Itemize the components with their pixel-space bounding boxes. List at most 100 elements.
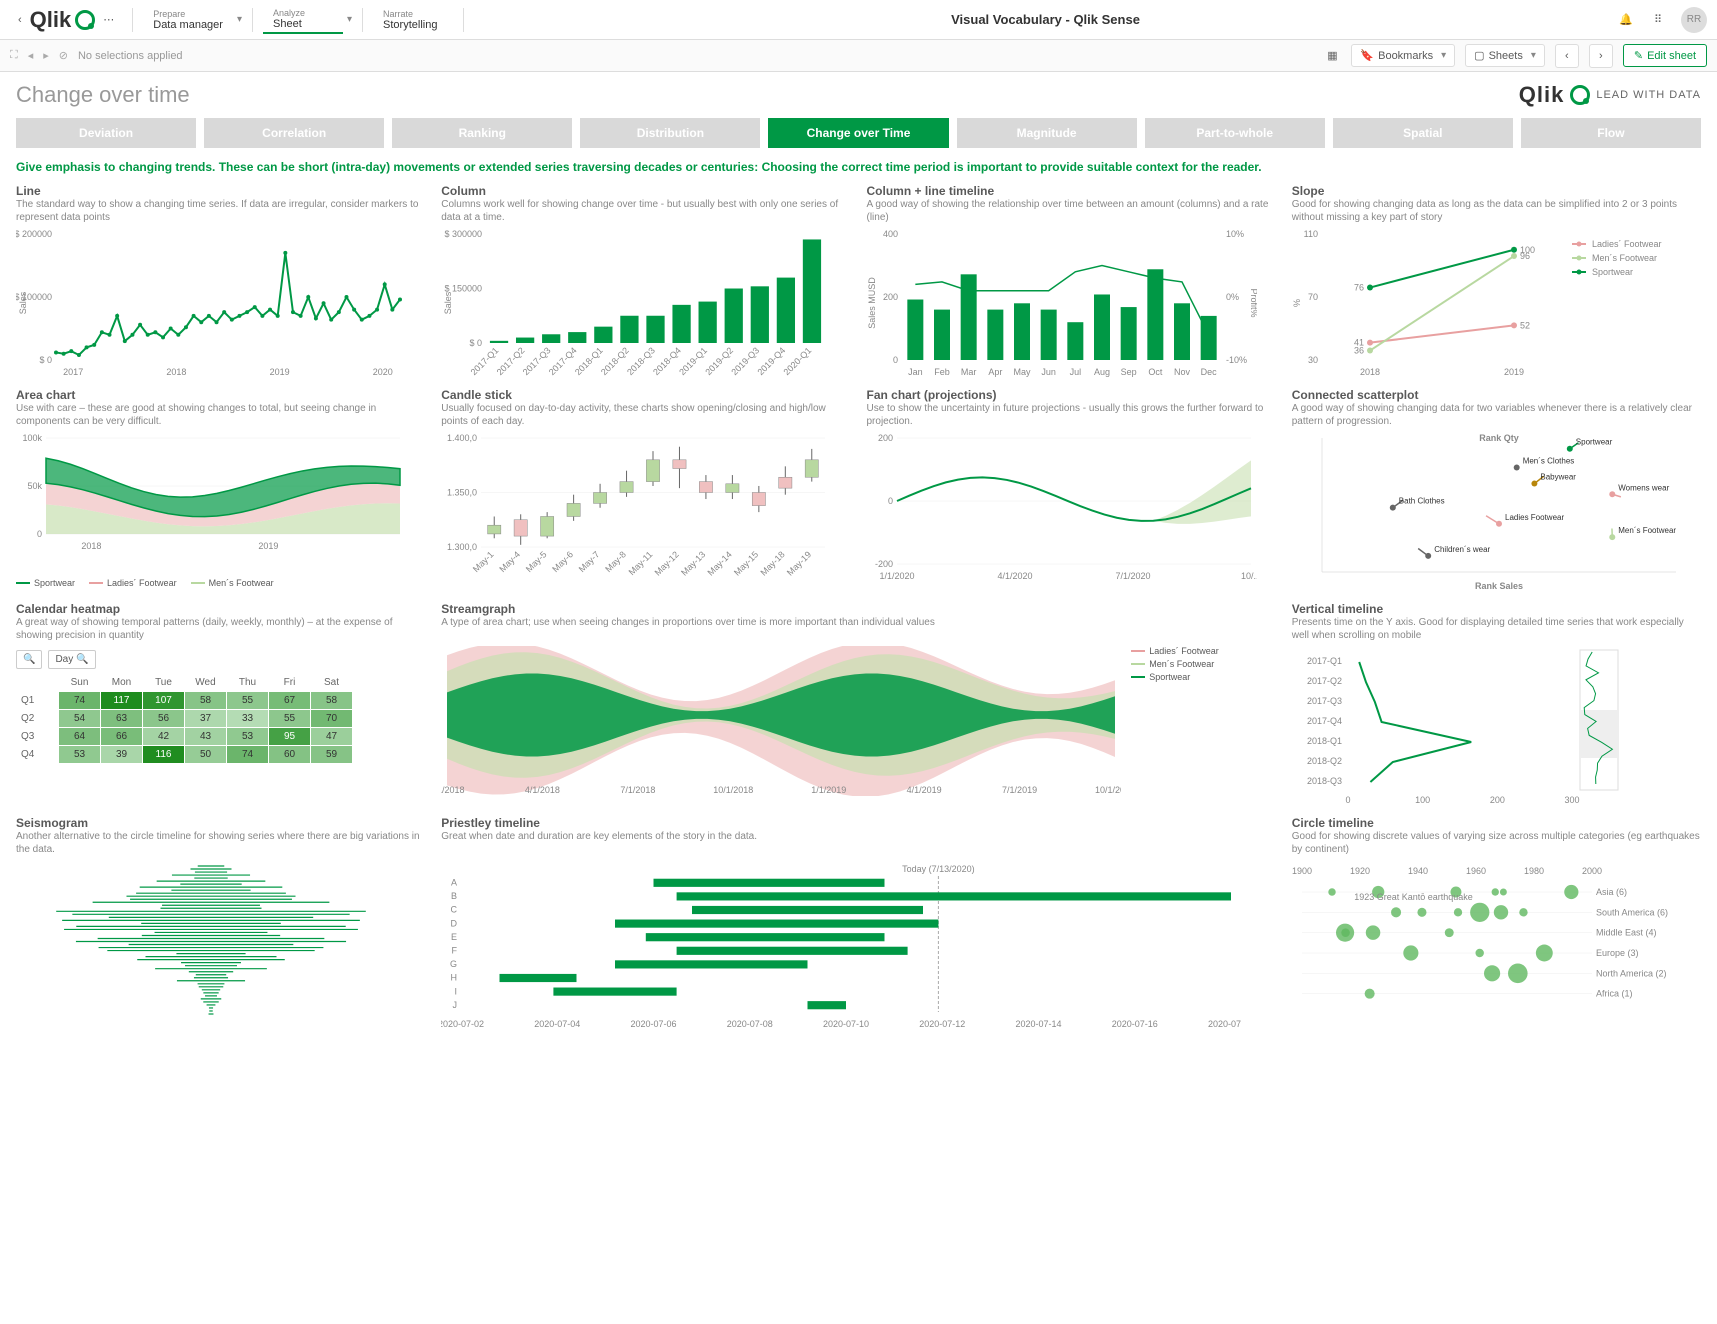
line-chart-cell: Line The standard way to show a changing…: [16, 184, 425, 378]
svg-text:0: 0: [887, 496, 892, 506]
clear-selections-icon[interactable]: ⊘: [59, 49, 68, 62]
svg-text:J: J: [453, 1000, 458, 1010]
fan-chart[interactable]: -20002001/1/20204/1/20207/1/202010/...: [867, 432, 1276, 592]
streamgraph-chart[interactable]: 1/1/20184/1/20187/1/201810/1/20181/1/201…: [441, 646, 1276, 806]
user-avatar[interactable]: RR: [1681, 7, 1707, 33]
prepare-nav[interactable]: Prepare Data manager: [143, 7, 233, 33]
svg-text:2020-Q1: 2020-Q1: [782, 345, 814, 377]
svg-text:Sep: Sep: [1120, 367, 1136, 377]
svg-text:400: 400: [882, 229, 897, 239]
sheets-button[interactable]: ▢Sheets▾: [1465, 44, 1545, 67]
svg-text:0: 0: [892, 355, 897, 365]
column-line-chart[interactable]: 0200400-10%0%10%Sales MUSDProfit%JanFebM…: [867, 228, 1276, 378]
chart-title: Vertical timeline: [1292, 602, 1701, 616]
insight-icon[interactable]: ▦: [1323, 47, 1341, 65]
svg-text:1/1/2019: 1/1/2019: [811, 785, 846, 795]
sheet-title: Change over time: [16, 82, 190, 108]
svg-text:Nov: Nov: [1173, 367, 1190, 377]
circle-timeline-chart[interactable]: 190019201940196019802000Asia (6)South Am…: [1292, 860, 1701, 1030]
tab-deviation[interactable]: Deviation: [16, 118, 196, 148]
vertical-timeline-chart[interactable]: 2017-Q12017-Q22017-Q32017-Q42018-Q12018-…: [1292, 646, 1701, 806]
area-chart-cell: Area chart Use with care – these are goo…: [16, 388, 425, 592]
edit-sheet-button[interactable]: ✎Edit sheet: [1623, 44, 1707, 67]
svg-text:Mar: Mar: [960, 367, 976, 377]
svg-text:Dec: Dec: [1200, 367, 1217, 377]
svg-text:May-4: May-4: [498, 549, 523, 574]
logo-q-icon: [1570, 85, 1590, 105]
tab-change-over-time[interactable]: Change over Time: [768, 118, 948, 148]
back-button[interactable]: ‹: [10, 10, 30, 30]
slope-chart[interactable]: 3070110%201820194152369676100Ladies´ Foo…: [1292, 228, 1701, 378]
app-menu-button[interactable]: ⋯: [95, 9, 122, 30]
svg-text:Oct: Oct: [1148, 367, 1163, 377]
chart-title: Line: [16, 184, 425, 198]
svg-text:10/1/2018: 10/1/2018: [714, 785, 754, 795]
tab-ranking[interactable]: Ranking: [392, 118, 572, 148]
chart-title: Circle timeline: [1292, 816, 1701, 830]
svg-text:Rank Qty: Rank Qty: [1479, 433, 1519, 443]
svg-text:7/1/2019: 7/1/2019: [1002, 785, 1037, 795]
svg-text:$ 200000: $ 200000: [16, 229, 52, 239]
svg-text:North America (2): North America (2): [1596, 968, 1667, 978]
prev-sheet-button[interactable]: ‹: [1555, 44, 1579, 68]
svg-text:10/...: 10/...: [1240, 571, 1256, 581]
chevron-down-icon[interactable]: ▾: [347, 14, 352, 25]
day-dropdown[interactable]: Day 🔍: [48, 650, 95, 669]
svg-text:Today (7/13/2020): Today (7/13/2020): [902, 864, 975, 874]
seismogram-chart[interactable]: [16, 860, 425, 1030]
svg-text:May-11: May-11: [627, 549, 655, 577]
tab-spatial[interactable]: Spatial: [1333, 118, 1513, 148]
area-chart[interactable]: 050k100k20182019: [16, 432, 425, 574]
selection-tool-icon[interactable]: ⛶: [10, 49, 18, 62]
heatmap-table[interactable]: SunMonTueWedThuFriSatQ17411710758556758Q…: [16, 673, 425, 764]
step-back-icon[interactable]: ◂: [28, 49, 34, 62]
candlestick-chart[interactable]: 1.300,01.350,01.400,0May-1May-4May-5May-…: [441, 432, 850, 592]
tab-part-to-whole[interactable]: Part-to-whole: [1145, 118, 1325, 148]
qlik-logo[interactable]: Qlik: [30, 7, 96, 33]
tab-flow[interactable]: Flow: [1521, 118, 1701, 148]
chart-title: Area chart: [16, 388, 425, 402]
svg-text:0: 0: [37, 529, 42, 539]
bell-icon[interactable]: 🔔: [1617, 11, 1635, 29]
connected-scatterplot[interactable]: Rank SalesRank QtySportwearMen´s Clothes…: [1292, 432, 1701, 592]
tab-correlation[interactable]: Correlation: [204, 118, 384, 148]
svg-text:2000: 2000: [1582, 866, 1602, 876]
search-button[interactable]: 🔍: [16, 650, 42, 669]
svg-text:1980: 1980: [1524, 866, 1544, 876]
lead-logo: Qlik LEAD WITH DATA: [1519, 82, 1701, 108]
column-chart[interactable]: $ 0$ 150000$ 300000Sales2017-Q12017-Q220…: [441, 228, 850, 378]
svg-text:100: 100: [1520, 245, 1535, 255]
svg-text:May-7: May-7: [577, 549, 602, 574]
chevron-down-icon[interactable]: ▾: [237, 14, 242, 25]
svg-text:2020-07-02: 2020-07-02: [441, 1019, 484, 1029]
chart-desc: The standard way to show a changing time…: [16, 198, 425, 224]
apps-grid-icon[interactable]: ⠿: [1649, 11, 1667, 29]
slope-chart-cell: Slope Good for showing changing data as …: [1292, 184, 1701, 378]
step-forward-icon[interactable]: ▸: [43, 49, 49, 62]
svg-text:D: D: [451, 918, 458, 928]
tab-distribution[interactable]: Distribution: [580, 118, 760, 148]
svg-text:Ladies´ Footwear: Ladies´ Footwear: [1592, 239, 1662, 249]
line-chart[interactable]: $ 0$ 100000$ 2000002017201820192020Sales: [16, 228, 425, 378]
bookmarks-button[interactable]: 🔖Bookmarks▾: [1351, 44, 1455, 67]
svg-text:-200: -200: [874, 559, 892, 569]
app-title: Visual Vocabulary - Qlik Sense: [474, 12, 1617, 27]
svg-text:4/1/2020: 4/1/2020: [997, 571, 1032, 581]
svg-text:Womens wear: Womens wear: [1618, 483, 1669, 492]
priestley-chart[interactable]: Today (7/13/2020)ABCDEFGHIJ2020-07-02202…: [441, 860, 1276, 1030]
svg-text:36: 36: [1354, 346, 1364, 356]
next-sheet-button[interactable]: ›: [1589, 44, 1613, 68]
chart-desc: A great way of showing temporal patterns…: [16, 616, 425, 642]
analyze-nav[interactable]: Analyze Sheet: [263, 6, 343, 34]
emphasis-text: Give emphasis to changing trends. These …: [0, 156, 1717, 184]
svg-text:F: F: [452, 946, 458, 956]
svg-text:G: G: [450, 959, 457, 969]
svg-text:2019: 2019: [1504, 367, 1524, 377]
svg-text:H: H: [451, 973, 458, 983]
svg-text:Babywear: Babywear: [1540, 473, 1576, 482]
svg-text:2020-07-06: 2020-07-06: [631, 1019, 677, 1029]
chart-desc: Good for showing discrete values of vary…: [1292, 830, 1701, 856]
narrate-nav[interactable]: Narrate Storytelling: [373, 7, 453, 33]
tab-magnitude[interactable]: Magnitude: [957, 118, 1137, 148]
svg-text:1900: 1900: [1292, 866, 1312, 876]
